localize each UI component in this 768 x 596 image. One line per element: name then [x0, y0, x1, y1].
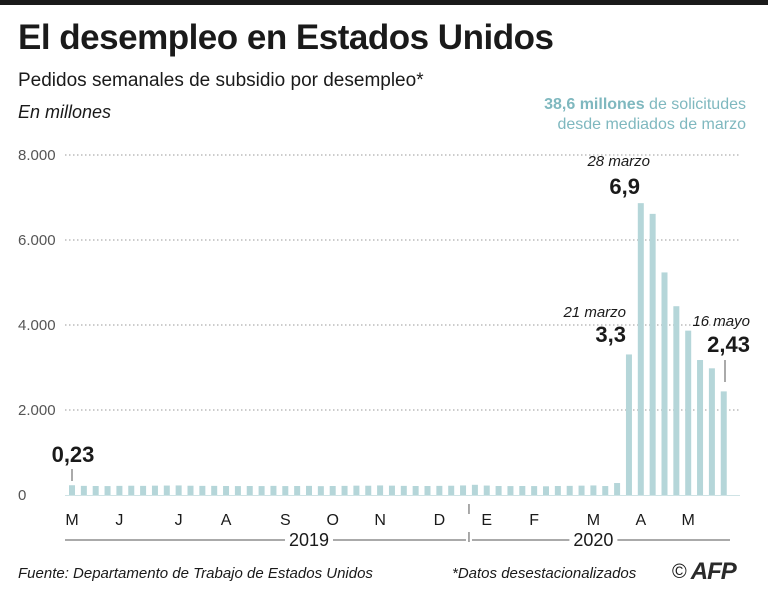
- bar: [140, 485, 147, 495]
- bar: [412, 485, 419, 495]
- annotation-date: 28 marzo: [586, 153, 650, 170]
- bar: [602, 486, 609, 495]
- annotation-date: 16 mayo: [692, 313, 750, 330]
- bar: [353, 485, 360, 495]
- bar: [519, 485, 526, 495]
- y-tick-label: 4.000: [18, 317, 56, 334]
- total-note-bold: 38,6 millones: [544, 96, 645, 113]
- footnote: *Datos desestacionalizados: [452, 565, 637, 582]
- unit-label: En millones: [18, 102, 112, 122]
- bar: [69, 485, 75, 495]
- bar: [80, 485, 87, 495]
- month-label: A: [635, 512, 646, 529]
- month-label: F: [529, 512, 539, 529]
- bar: [448, 485, 455, 495]
- bar: [673, 306, 680, 495]
- year-label: 2019: [289, 530, 329, 550]
- total-note-line1: de solicitudes: [644, 96, 746, 113]
- bar: [614, 483, 621, 495]
- bar: [270, 485, 277, 495]
- bar: [708, 368, 715, 495]
- bar: [377, 485, 384, 495]
- bar: [306, 485, 312, 495]
- bar: [661, 272, 668, 495]
- bar: [483, 485, 490, 495]
- bar: [388, 485, 395, 495]
- annotation-value: 2,43: [707, 332, 750, 357]
- copyright-symbol: ©: [672, 560, 687, 583]
- bar: [720, 391, 727, 495]
- annotation-date: 21 marzo: [562, 304, 626, 321]
- month-label: J: [175, 512, 183, 529]
- month-label: M: [682, 512, 695, 529]
- bar: [495, 485, 502, 495]
- month-label: M: [587, 512, 600, 529]
- month-label: E: [481, 512, 492, 529]
- bar: [625, 354, 632, 495]
- bar: [543, 486, 549, 495]
- bar: [554, 485, 561, 495]
- annotation-value: 6,9: [609, 174, 640, 199]
- afp-logo-text: AFP: [690, 558, 737, 585]
- bar: [258, 486, 265, 495]
- bar: [246, 485, 253, 495]
- annotation-value: 3,3: [595, 322, 626, 347]
- bar: [637, 203, 644, 495]
- y-tick-label: 2.000: [18, 402, 56, 419]
- bar: [649, 213, 656, 496]
- y-tick-label: 6.000: [18, 232, 56, 249]
- month-label: O: [326, 512, 338, 529]
- y-tick-label: 0: [18, 487, 26, 504]
- bar: [92, 485, 99, 495]
- chart-title: El desempleo en Estados Unidos: [18, 18, 554, 57]
- bar: [282, 486, 289, 495]
- bar: [234, 486, 241, 495]
- bar: [400, 485, 407, 495]
- month-label: J: [115, 512, 123, 529]
- afp-logo: © AFP: [672, 558, 737, 586]
- bar: [211, 485, 218, 495]
- bar: [199, 485, 206, 495]
- y-tick-label: 8.000: [18, 147, 56, 164]
- bar: [590, 485, 597, 495]
- year-label: 2020: [573, 530, 613, 550]
- bar: [424, 485, 431, 495]
- total-note: 38,6 millones de solicitudes desde media…: [544, 95, 746, 135]
- bar: [531, 486, 538, 495]
- bar: [317, 486, 324, 495]
- total-note-line2: desde mediados de marzo: [557, 116, 746, 133]
- bar: [507, 486, 514, 495]
- bar: [329, 485, 336, 495]
- chart-subtitle: Pedidos semanales de subsidio por desemp…: [18, 70, 424, 91]
- source-note: Fuente: Departamento de Trabajo de Estad…: [18, 565, 373, 582]
- month-label: N: [374, 512, 386, 529]
- month-label: D: [434, 512, 446, 529]
- bar: [685, 330, 692, 495]
- month-label: M: [65, 512, 78, 529]
- bar: [163, 485, 170, 495]
- bar: [471, 484, 478, 495]
- bar: [128, 485, 135, 495]
- bar: [187, 485, 194, 495]
- bar: [116, 485, 123, 495]
- annotation-value: 0,23: [52, 442, 95, 467]
- bar: [341, 485, 348, 495]
- month-label: A: [221, 512, 232, 529]
- bar: [223, 485, 230, 495]
- bar: [578, 485, 585, 495]
- bar: [175, 485, 182, 495]
- bar: [460, 485, 467, 495]
- month-label: S: [280, 512, 291, 529]
- bar: [294, 485, 301, 495]
- bar: [697, 360, 704, 495]
- bar: [436, 485, 443, 495]
- bar: [104, 486, 111, 495]
- bar: [151, 485, 158, 495]
- bar: [365, 485, 372, 495]
- bar: [566, 485, 573, 495]
- top-rule: [0, 0, 768, 5]
